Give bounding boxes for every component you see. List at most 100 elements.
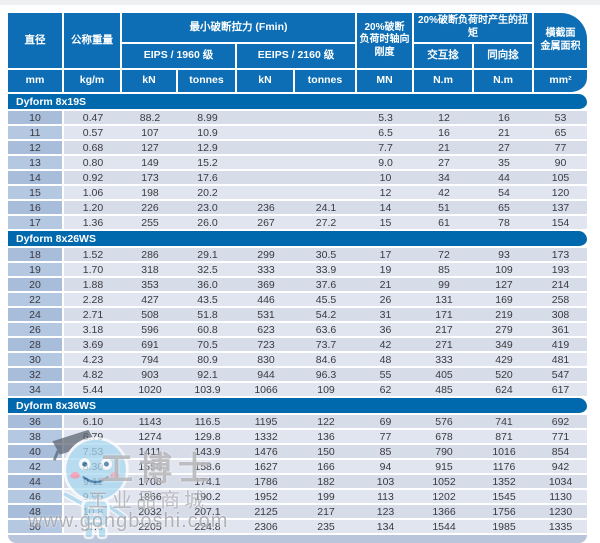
unit-nm-regular: N.m: [414, 70, 474, 94]
header-axial-stiffness: 20%破断 负荷时轴向 刚度: [357, 13, 414, 70]
value-cell: 1.06: [64, 186, 122, 201]
value-cell: 129.8: [178, 430, 237, 445]
table-row: 24 2.71 508 51.8 531 54.2 31 171 219 308: [8, 308, 588, 323]
header-nominal-weight: 公称重量: [64, 13, 122, 70]
value-cell: 830: [237, 353, 295, 368]
header-torque: 20%破断负荷时产生的扭矩: [414, 13, 535, 44]
diameter-cell: 18: [8, 248, 64, 263]
value-cell: 1866: [122, 490, 178, 505]
value-cell: 24.1: [295, 201, 357, 216]
value-cell: 93: [474, 248, 535, 263]
value-cell: 349: [474, 338, 535, 353]
value-cell: 7.53: [64, 445, 122, 460]
value-cell: 691: [122, 338, 178, 353]
value-cell: 116.5: [178, 415, 237, 430]
value-cell: [237, 141, 295, 156]
value-cell: 2032: [122, 505, 178, 520]
section-row: Dyform 8x26WS: [8, 231, 588, 248]
header-regular-lay: 交互捻: [414, 44, 474, 70]
value-cell: 1332: [237, 430, 295, 445]
value-cell: 69: [357, 415, 414, 430]
value-cell: 65: [474, 201, 535, 216]
value-cell: 70.5: [178, 338, 237, 353]
value-cell: 107: [122, 126, 178, 141]
value-cell: 1352: [474, 475, 535, 490]
value-cell: 27.2: [295, 216, 357, 231]
diameter-cell: 26: [8, 323, 64, 338]
unit-nm-lang: N.m: [474, 70, 535, 94]
value-cell: 6.5: [357, 126, 414, 141]
header-lang-lay: 同向捻: [474, 44, 535, 70]
value-cell: 531: [237, 308, 295, 323]
value-cell: 7.7: [357, 141, 414, 156]
value-cell: 1545: [474, 490, 535, 505]
value-cell: 854: [534, 445, 588, 460]
value-cell: 1.88: [64, 278, 122, 293]
value-cell: 1020: [122, 383, 178, 398]
table-row: 10 0.47 88.2 8.99 5.3 12 16 53: [8, 111, 588, 126]
value-cell: 27: [414, 156, 474, 171]
value-cell: [237, 126, 295, 141]
value-cell: 624: [474, 383, 535, 398]
unit-mm2: mm²: [534, 70, 588, 94]
value-cell: 44: [474, 171, 535, 186]
unit-kg-m: kg/m: [64, 70, 122, 94]
table-row: 15 1.06 198 20.2 12 42 54 120: [8, 186, 588, 201]
value-cell: 10.9: [178, 126, 237, 141]
value-cell: 427: [122, 293, 178, 308]
table-row: 12 0.68 127 12.9 7.7 21 27 77: [8, 141, 588, 156]
value-cell: 127: [122, 141, 178, 156]
value-cell: 217: [295, 505, 357, 520]
value-cell: 0.92: [64, 171, 122, 186]
value-cell: 1130: [534, 490, 588, 505]
diameter-cell: 36: [8, 415, 64, 430]
value-cell: 271: [414, 338, 474, 353]
section-row: Dyform 8x36WS: [8, 398, 588, 415]
diameter-cell: 42: [8, 460, 64, 475]
table-bottom-cap-row: [8, 535, 588, 543]
value-cell: 1476: [237, 445, 295, 460]
section-header: Dyform 8x19S: [8, 94, 588, 111]
value-cell: 217: [414, 323, 474, 338]
table-row: 40 7.53 1411 143.9 1476 150 85 790 1016 854: [8, 445, 588, 460]
value-cell: 915: [414, 460, 474, 475]
value-cell: 105: [534, 171, 588, 186]
value-cell: 0.57: [64, 126, 122, 141]
value-cell: 794: [122, 353, 178, 368]
value-cell: 1756: [474, 505, 535, 520]
unit-mn: MN: [357, 70, 414, 94]
value-cell: 771: [534, 430, 588, 445]
value-cell: 51: [414, 201, 474, 216]
value-cell: 134: [357, 520, 414, 535]
value-cell: 109: [295, 383, 357, 398]
diameter-cell: 48: [8, 505, 64, 520]
value-cell: 51.8: [178, 308, 237, 323]
value-cell: 173: [122, 171, 178, 186]
table-row: 14 0.92 173 17.6 10 34 44 105: [8, 171, 588, 186]
value-cell: 21: [357, 278, 414, 293]
value-cell: 15: [357, 216, 414, 231]
diameter-cell: 38: [8, 430, 64, 445]
diameter-cell: 15: [8, 186, 64, 201]
value-cell: 85: [414, 263, 474, 278]
table-body: Dyform 8x19S 10 0.47 88.2 8.99 5.3 12 16 53 11 0.5…: [8, 94, 588, 543]
value-cell: 508: [122, 308, 178, 323]
value-cell: 692: [534, 415, 588, 430]
value-cell: 193: [534, 263, 588, 278]
diameter-cell: 22: [8, 293, 64, 308]
value-cell: 219: [474, 308, 535, 323]
value-cell: 6.79: [64, 430, 122, 445]
value-cell: 6.10: [64, 415, 122, 430]
table-row: 13 0.80 149 15.2 9.0 27 35 90: [8, 156, 588, 171]
value-cell: 173: [534, 248, 588, 263]
value-cell: 55: [357, 368, 414, 383]
value-cell: 5.44: [64, 383, 122, 398]
table-row: 28 3.69 691 70.5 723 73.7 42 271 349 419: [8, 338, 588, 353]
value-cell: 1366: [414, 505, 474, 520]
value-cell: 224.8: [178, 520, 237, 535]
table-row: 11 0.57 107 10.9 6.5 16 21 65: [8, 126, 588, 141]
value-cell: 318: [122, 263, 178, 278]
value-cell: 207.1: [178, 505, 237, 520]
value-cell: [295, 156, 357, 171]
diameter-cell: 50: [8, 520, 64, 535]
